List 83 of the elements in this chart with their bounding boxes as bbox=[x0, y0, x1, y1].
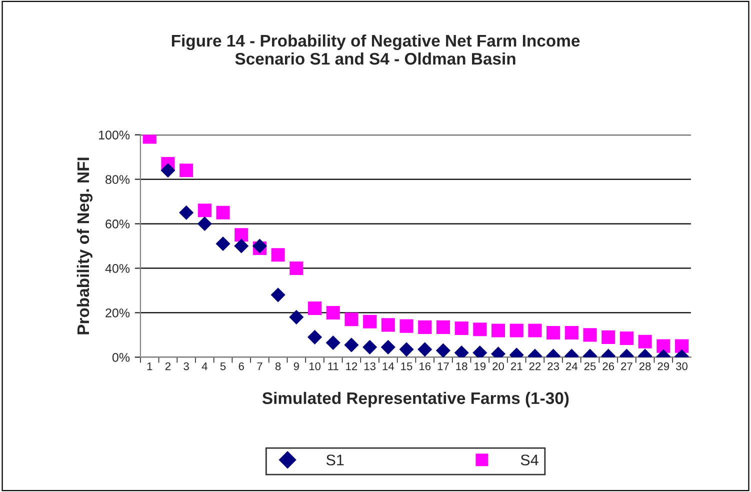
point bbox=[436, 320, 450, 334]
point bbox=[436, 343, 450, 358]
y-tick-label: 20% bbox=[106, 308, 130, 318]
point bbox=[564, 326, 578, 340]
point bbox=[344, 338, 359, 352]
x-tick-label: 19 bbox=[474, 362, 486, 370]
x-tick-label: 22 bbox=[529, 362, 541, 370]
point bbox=[271, 248, 285, 262]
point bbox=[546, 326, 560, 340]
point bbox=[270, 288, 286, 302]
y-tick-label: 0% bbox=[112, 352, 130, 362]
legend-label: S4 bbox=[520, 454, 538, 466]
point bbox=[418, 342, 432, 357]
point bbox=[602, 330, 616, 344]
point bbox=[289, 310, 304, 324]
point bbox=[216, 206, 230, 220]
x-tick-label: 16 bbox=[420, 362, 431, 370]
x-tick-label: 26 bbox=[602, 362, 614, 370]
point bbox=[197, 216, 212, 232]
x-tick-label: 24 bbox=[566, 362, 578, 370]
x-tick-label: 5 bbox=[220, 362, 226, 370]
point bbox=[198, 204, 212, 218]
x-tick-label: 10 bbox=[309, 362, 320, 370]
point bbox=[399, 342, 414, 357]
x-tick-label: 11 bbox=[328, 362, 338, 370]
x-tick-label: 29 bbox=[658, 362, 670, 370]
point bbox=[656, 339, 670, 353]
point bbox=[380, 340, 396, 354]
point bbox=[326, 335, 340, 350]
point bbox=[344, 312, 358, 326]
point bbox=[510, 324, 524, 338]
point bbox=[638, 334, 652, 348]
x-tick-label: 18 bbox=[456, 362, 468, 370]
x-tick-label: 27 bbox=[621, 362, 632, 370]
legend-label: S1 bbox=[326, 454, 344, 466]
x-tick-label: 6 bbox=[238, 362, 244, 370]
x-tick-label: 30 bbox=[676, 362, 688, 370]
point bbox=[290, 261, 304, 276]
x-tick-label: 7 bbox=[257, 362, 262, 370]
x-tick-label: 20 bbox=[492, 362, 504, 370]
x-tick-label: 1 bbox=[147, 362, 152, 370]
point bbox=[381, 318, 395, 332]
point bbox=[620, 332, 634, 346]
x-tick-label: 21 bbox=[510, 362, 522, 370]
point bbox=[418, 320, 432, 334]
x-tick-label: 28 bbox=[639, 362, 651, 370]
point bbox=[674, 339, 689, 353]
point bbox=[583, 328, 597, 342]
point bbox=[179, 205, 194, 220]
point bbox=[473, 322, 487, 336]
point bbox=[234, 228, 248, 242]
point bbox=[216, 236, 230, 252]
x-tick-label: 17 bbox=[438, 362, 449, 370]
point bbox=[307, 330, 322, 344]
point bbox=[528, 324, 542, 338]
x-axis-title: Simulated Representative Farms (1-30) bbox=[262, 392, 569, 408]
x-tick-label: 2 bbox=[165, 362, 170, 370]
point bbox=[491, 324, 506, 338]
point bbox=[308, 302, 322, 316]
x-tick-label: 15 bbox=[401, 362, 412, 370]
x-tick-label: 25 bbox=[584, 362, 596, 370]
point bbox=[180, 164, 194, 178]
x-tick-label: 13 bbox=[364, 362, 376, 370]
point bbox=[363, 314, 377, 328]
y-tick-label: 40% bbox=[105, 264, 130, 273]
x-tick-label: 12 bbox=[346, 362, 358, 370]
y-tick-label: 80% bbox=[106, 175, 130, 184]
y-axis-title: Probability of Neg. NFI bbox=[76, 158, 92, 334]
point bbox=[326, 306, 340, 320]
x-tick-label: 4 bbox=[202, 362, 208, 370]
x-tick-label: 14 bbox=[382, 362, 394, 370]
y-tick-label: 60% bbox=[106, 220, 130, 228]
point bbox=[400, 319, 414, 333]
point bbox=[160, 163, 176, 178]
x-tick-label: 23 bbox=[548, 362, 559, 370]
x-tick-label: 8 bbox=[275, 362, 281, 370]
chart-title: Figure 14 - Probability of Negative Net Farm Income Scenario S1 and S4 - Oldman Basin bbox=[172, 34, 580, 65]
y-tick-label: 100% bbox=[99, 130, 130, 140]
point bbox=[362, 340, 378, 354]
x-tick-label: 3 bbox=[184, 362, 189, 370]
x-tick-label: 9 bbox=[294, 362, 299, 370]
point bbox=[454, 322, 468, 336]
point bbox=[234, 238, 249, 254]
